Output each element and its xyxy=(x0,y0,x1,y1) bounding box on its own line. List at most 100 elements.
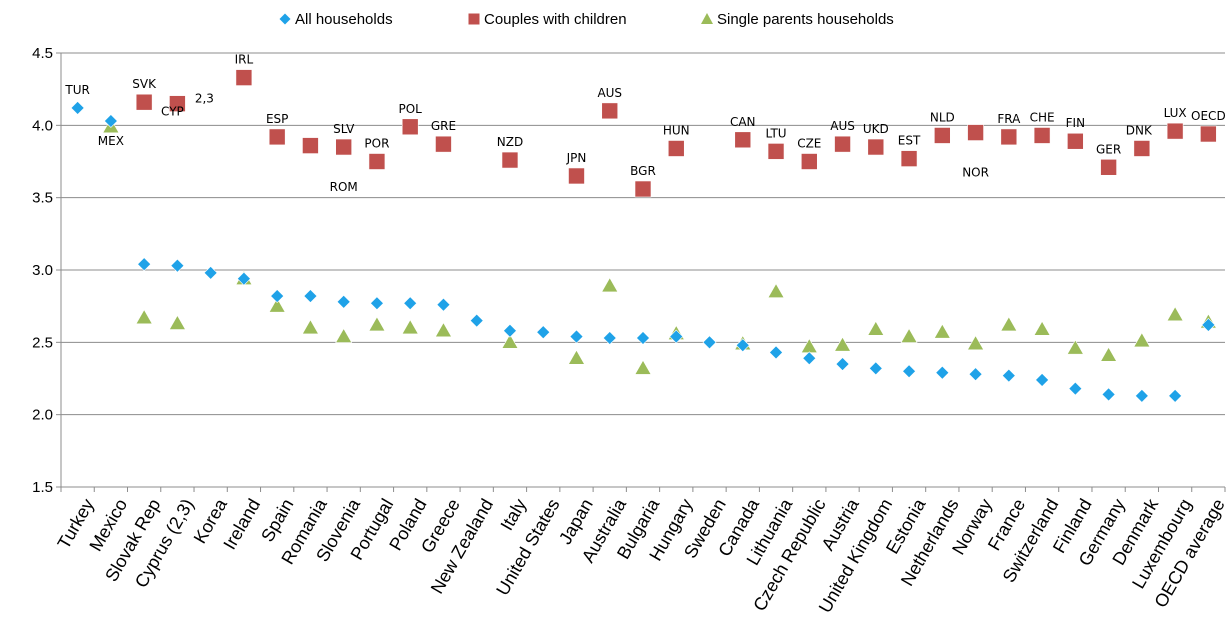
point-label: DNK xyxy=(1126,123,1153,137)
point-label: NOR xyxy=(962,166,989,180)
all-households-point xyxy=(336,294,351,309)
point-label: TUR xyxy=(64,83,89,97)
couples-with-children-point xyxy=(1166,122,1184,140)
couples-with-children-point xyxy=(169,95,186,112)
couples-with-children-point xyxy=(834,135,851,153)
couples-with-children-point xyxy=(1000,128,1018,146)
point-label: MEX xyxy=(98,134,124,148)
all-households-point xyxy=(103,114,118,128)
all-households-point xyxy=(170,258,185,273)
all-households-point xyxy=(835,357,850,371)
all-households-point xyxy=(769,345,783,360)
y-tick-label: 2.0 xyxy=(32,407,53,424)
point-label: CYP xyxy=(161,105,184,119)
y-tick-label: 2.5 xyxy=(32,334,53,351)
all-households-point xyxy=(902,364,916,379)
point-label: LTU xyxy=(765,126,786,140)
all-households-point xyxy=(370,296,384,311)
all-households-point xyxy=(669,329,684,344)
legend-label: Single parents households xyxy=(717,11,894,28)
legend-diamond-icon xyxy=(279,13,291,25)
single-parents-point xyxy=(933,323,951,339)
single-parents-point xyxy=(135,309,153,325)
point-label: UKD xyxy=(863,122,889,136)
all-households-point xyxy=(236,271,251,286)
single-parents-point xyxy=(1100,346,1118,362)
point-label: LUX xyxy=(1164,106,1187,120)
y-tick-label: 1.5 xyxy=(32,479,53,496)
legend-triangle-icon xyxy=(701,13,713,24)
legend-label: Couples with children xyxy=(484,11,627,28)
all-households-point xyxy=(802,351,817,366)
all-households-point xyxy=(968,367,983,382)
single-parents-point xyxy=(1133,332,1151,348)
couples-with-children-point xyxy=(734,131,752,149)
point-label: OECD xyxy=(1191,109,1226,123)
all-households-point xyxy=(636,331,650,345)
single-parents-point xyxy=(401,319,419,335)
all-households-point xyxy=(536,325,551,340)
single-parents-point xyxy=(434,322,452,338)
point-label: IRL xyxy=(235,53,254,67)
couples-with-children-point xyxy=(568,167,585,185)
all-households-point xyxy=(1201,318,1216,332)
couples-with-children-point xyxy=(967,124,984,141)
point-label: CHE xyxy=(1030,110,1055,124)
couples-with-children-point xyxy=(934,127,951,144)
single-parents-point xyxy=(168,314,186,330)
point-label: GRE xyxy=(431,119,456,133)
point-label: 2,3 xyxy=(195,92,214,106)
all-households-point xyxy=(403,296,418,311)
all-households-point xyxy=(1168,388,1183,403)
all-households-point xyxy=(935,365,950,380)
single-parents-point xyxy=(268,297,286,313)
couples-with-children-point xyxy=(900,150,918,167)
single-parents-point xyxy=(867,320,885,336)
couples-with-children-point xyxy=(368,153,386,170)
couples-with-children-point xyxy=(501,151,519,169)
x-tick-label: Italy xyxy=(497,495,531,534)
y-tick-label: 4.0 xyxy=(32,117,53,134)
all-households-point xyxy=(1035,373,1050,387)
couples-with-children-point xyxy=(667,140,685,157)
single-parents-point xyxy=(900,327,918,343)
single-parents-point xyxy=(335,327,353,343)
point-label: ESP xyxy=(266,112,288,126)
couples-with-children-point xyxy=(1133,140,1151,157)
single-parents-point xyxy=(301,319,319,335)
point-label: NZD xyxy=(497,135,523,149)
couples-with-children-point xyxy=(235,69,253,86)
point-label: HUN xyxy=(663,123,690,137)
single-parents-point xyxy=(567,349,586,365)
all-households-point xyxy=(702,335,717,350)
all-households-point xyxy=(1001,368,1016,383)
all-households-point xyxy=(1101,387,1116,402)
point-label: SVK xyxy=(132,77,157,91)
chart-legend: All households Couples with children Singl… xyxy=(279,11,894,28)
single-parents-point xyxy=(501,333,519,349)
all-households-point xyxy=(1134,388,1149,403)
single-parents-point xyxy=(1033,320,1051,336)
y-tick-label: 3.5 xyxy=(32,190,53,207)
all-households-point xyxy=(137,257,152,272)
point-label: AUS xyxy=(830,119,855,133)
couples-with-children-point xyxy=(601,102,619,120)
y-tick-label: 3.0 xyxy=(32,262,53,279)
couples-with-children-point xyxy=(867,138,885,156)
all-households-point xyxy=(203,265,218,280)
all-households-point xyxy=(1068,381,1083,396)
couples-with-children-point xyxy=(1033,127,1051,144)
single-parents-point xyxy=(800,338,818,353)
point-label: SLV xyxy=(333,122,355,136)
all-households-point xyxy=(569,329,584,344)
couples-with-children-point xyxy=(335,138,352,156)
couples-with-children-point xyxy=(1100,158,1117,176)
couples-with-children-point xyxy=(1067,132,1084,150)
single-parents-point xyxy=(767,283,785,299)
single-parents-point xyxy=(634,359,652,375)
axes xyxy=(60,53,1226,492)
point-label: CZE xyxy=(797,137,821,151)
point-label: ROM xyxy=(330,180,358,194)
